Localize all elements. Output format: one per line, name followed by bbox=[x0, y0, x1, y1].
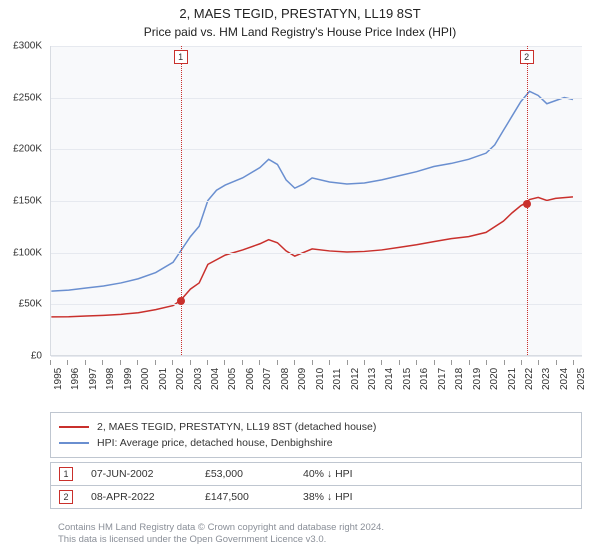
x-axis-label: 2006 bbox=[245, 368, 256, 390]
y-axis-label: £0 bbox=[31, 351, 42, 362]
footer-line1: Contains HM Land Registry data © Crown c… bbox=[58, 522, 574, 534]
sale-hpi-diff: 40% ↓ HPI bbox=[303, 468, 383, 480]
y-axis-label: £200K bbox=[13, 144, 42, 155]
sales-table: 1 07-JUN-2002 £53,000 40% ↓ HPI 2 08-APR-2022… bbox=[50, 462, 582, 509]
x-axis-label: 2019 bbox=[472, 368, 483, 390]
y-axis-label: £100K bbox=[13, 247, 42, 258]
x-axis-label: 2024 bbox=[559, 368, 570, 390]
sale-dot bbox=[523, 200, 531, 208]
sale-date: 08-APR-2022 bbox=[91, 491, 187, 503]
sale-row: 2 08-APR-2022 £147,500 38% ↓ HPI bbox=[50, 486, 582, 509]
y-axis-label: £300K bbox=[13, 41, 42, 52]
x-axis-label: 1998 bbox=[105, 368, 116, 390]
x-axis-label: 2018 bbox=[454, 368, 465, 390]
plot-area: 12 bbox=[50, 46, 582, 356]
x-axis-label: 2016 bbox=[419, 368, 430, 390]
x-axis-label: 2001 bbox=[158, 368, 169, 390]
x-axis-label: 2025 bbox=[576, 368, 587, 390]
sale-hpi-diff: 38% ↓ HPI bbox=[303, 491, 383, 503]
legend-label: 2, MAES TEGID, PRESTATYN, LL19 8ST (deta… bbox=[97, 421, 376, 433]
legend-swatch bbox=[59, 426, 89, 428]
x-axis-label: 2007 bbox=[262, 368, 273, 390]
legend-item: HPI: Average price, detached house, Denb… bbox=[59, 435, 573, 451]
x-axis-label: 2009 bbox=[297, 368, 308, 390]
x-axis-label: 2012 bbox=[350, 368, 361, 390]
y-axis-label: £50K bbox=[19, 299, 42, 310]
sale-marker: 1 bbox=[174, 50, 188, 64]
sale-row: 1 07-JUN-2002 £53,000 40% ↓ HPI bbox=[50, 462, 582, 486]
footer-line2: This data is licensed under the Open Gov… bbox=[58, 534, 574, 546]
series-price_paid bbox=[51, 197, 573, 317]
chart-subtitle: Price paid vs. HM Land Registry's House … bbox=[0, 23, 600, 39]
x-axis-label: 2004 bbox=[210, 368, 221, 390]
x-axis-label: 2003 bbox=[193, 368, 204, 390]
x-axis-label: 2021 bbox=[507, 368, 518, 390]
sale-dot bbox=[177, 297, 185, 305]
x-axis-label: 2011 bbox=[332, 368, 343, 390]
legend-label: HPI: Average price, detached house, Denb… bbox=[97, 437, 333, 449]
sale-number-box: 2 bbox=[59, 490, 73, 504]
x-axis-label: 2002 bbox=[175, 368, 186, 390]
x-axis-label: 1999 bbox=[123, 368, 134, 390]
x-axis-label: 2010 bbox=[315, 368, 326, 390]
x-axis-label: 2005 bbox=[227, 368, 238, 390]
x-axis-label: 2014 bbox=[384, 368, 395, 390]
x-axis-labels: 1995 1996 1997 1998 1999 2000 2001 2002 2003 2004… bbox=[50, 360, 582, 410]
x-axis-label: 2022 bbox=[524, 368, 535, 390]
x-axis-label: 1996 bbox=[70, 368, 81, 390]
x-axis-label: 1995 bbox=[53, 368, 64, 390]
legend-swatch bbox=[59, 442, 89, 444]
x-axis-label: 2023 bbox=[541, 368, 552, 390]
x-axis-label: 2017 bbox=[437, 368, 448, 390]
x-axis-label: 2020 bbox=[489, 368, 500, 390]
legend-item: 2, MAES TEGID, PRESTATYN, LL19 8ST (deta… bbox=[59, 419, 573, 435]
series-hpi bbox=[51, 91, 573, 291]
y-axis-label: £250K bbox=[13, 92, 42, 103]
y-axis-label: £150K bbox=[13, 196, 42, 207]
x-axis-label: 2015 bbox=[402, 368, 413, 390]
chart-container: 2, MAES TEGID, PRESTATYN, LL19 8ST Price… bbox=[0, 0, 600, 560]
x-axis-label: 1997 bbox=[88, 368, 99, 390]
sale-date: 07-JUN-2002 bbox=[91, 468, 187, 480]
sale-price: £53,000 bbox=[205, 468, 285, 480]
x-axis-label: 2013 bbox=[367, 368, 378, 390]
chart-title: 2, MAES TEGID, PRESTATYN, LL19 8ST bbox=[0, 0, 600, 23]
legend-box: 2, MAES TEGID, PRESTATYN, LL19 8ST (deta… bbox=[50, 412, 582, 458]
y-axis-labels: £0£50K£100K£150K£200K£250K£300K bbox=[0, 46, 46, 356]
sale-marker: 2 bbox=[520, 50, 534, 64]
sale-number-box: 1 bbox=[59, 467, 73, 481]
x-axis-label: 2008 bbox=[280, 368, 291, 390]
footer-attribution: Contains HM Land Registry data © Crown c… bbox=[50, 518, 582, 551]
sale-price: £147,500 bbox=[205, 491, 285, 503]
x-axis-label: 2000 bbox=[140, 368, 151, 390]
